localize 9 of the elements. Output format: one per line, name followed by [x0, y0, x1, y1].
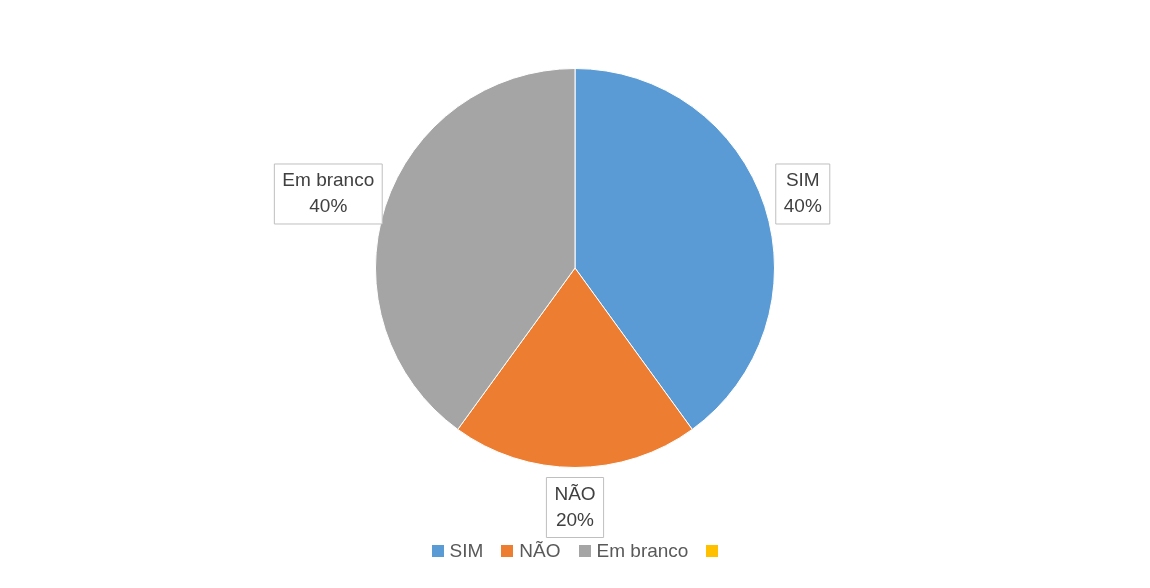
legend-label: SIM — [449, 540, 484, 562]
slice-label: NÃO — [554, 482, 596, 504]
slice-label: SIM — [785, 169, 820, 191]
data-label: 40% — [309, 195, 348, 217]
legend-label: Em branco — [596, 540, 689, 562]
legend-label: NÃO — [519, 540, 561, 562]
slice-label: Em branco — [282, 169, 375, 191]
data-label: 40% — [783, 195, 822, 217]
data-label: 20% — [555, 508, 595, 530]
